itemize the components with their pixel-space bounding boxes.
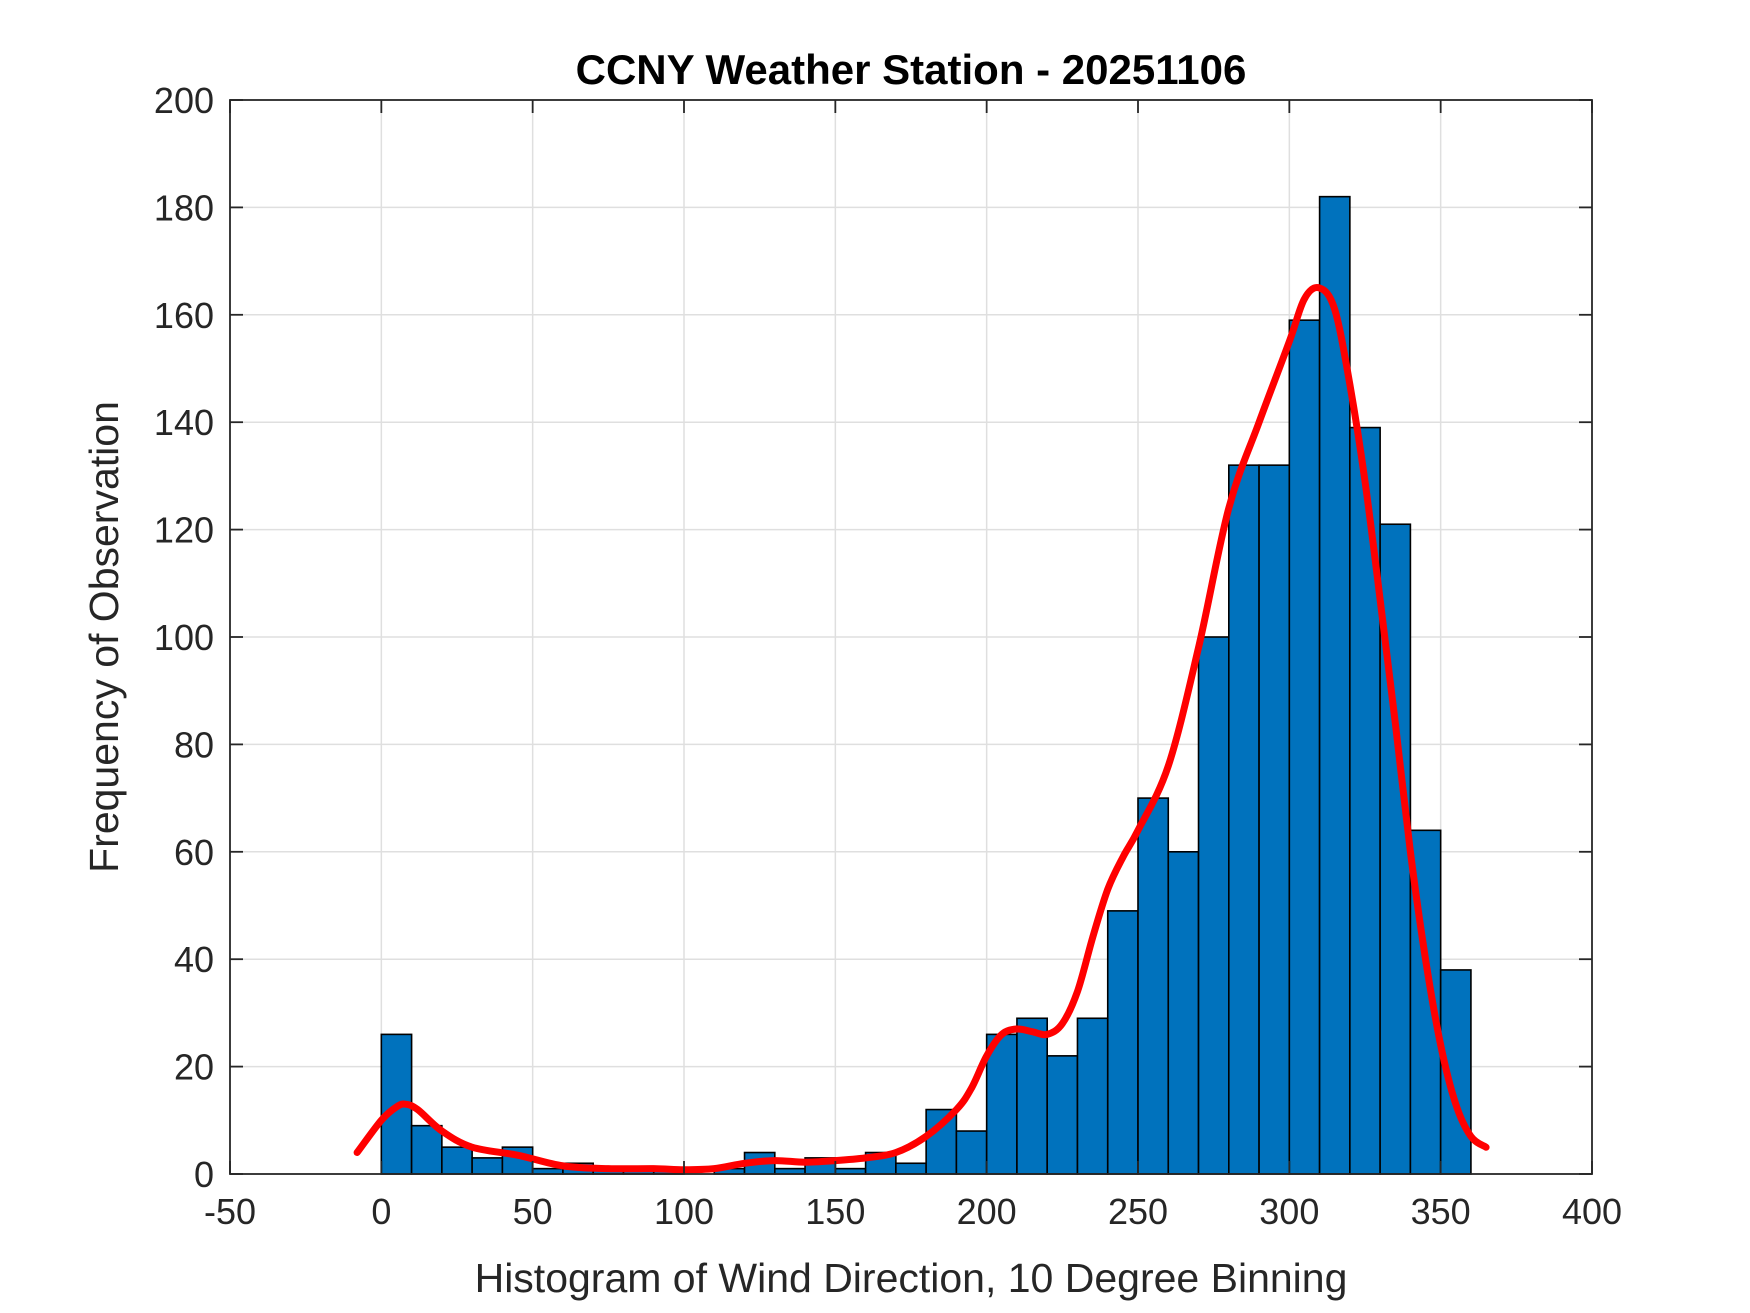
x-tick-label: -50 <box>204 1191 256 1232</box>
histogram-bar <box>1258 464 1291 1175</box>
y-tick-label: 140 <box>154 402 214 443</box>
x-tick-label: 100 <box>654 1191 714 1232</box>
y-tick-label: 120 <box>154 510 214 551</box>
histogram-bar <box>1197 636 1230 1175</box>
y-tick-label: 100 <box>154 617 214 658</box>
x-tick-label: 400 <box>1562 1191 1622 1232</box>
x-tick-label: 0 <box>371 1191 391 1232</box>
y-tick-label: 180 <box>154 187 214 228</box>
y-tick-label: 160 <box>154 295 214 336</box>
x-tick-label: 50 <box>513 1191 553 1232</box>
y-tick-label: 60 <box>174 832 214 873</box>
x-tick-label: 200 <box>957 1191 1017 1232</box>
y-tick-label: 80 <box>174 724 214 765</box>
x-tick-label: 150 <box>805 1191 865 1232</box>
y-axis-label: Frequency of Observation <box>81 401 127 873</box>
histogram-bar <box>1288 319 1321 1175</box>
x-tick-label: 250 <box>1108 1191 1168 1232</box>
density-curve-layer <box>353 284 1490 1174</box>
histogram-bar <box>410 1124 443 1175</box>
chart-title: CCNY Weather Station - 20251106 <box>576 46 1247 93</box>
axis-ticks: -50 0 50 100 150 200 250 300 350 4000204060801001… <box>154 80 1622 1232</box>
histogram-bar <box>955 1130 988 1175</box>
histogram-bar <box>1228 464 1260 1175</box>
x-tick-label: 350 <box>1411 1191 1471 1232</box>
histogram-bar <box>1076 1017 1109 1175</box>
histogram-bar <box>1046 1055 1079 1175</box>
histogram-bar <box>1016 1017 1049 1175</box>
histogram-bar <box>1167 850 1200 1175</box>
y-tick-label: 40 <box>174 939 214 980</box>
histogram-bar <box>985 1033 1018 1175</box>
y-tick-label: 200 <box>154 80 214 121</box>
y-tick-label: 0 <box>194 1154 214 1195</box>
y-tick-label: 20 <box>174 1047 214 1088</box>
x-axis-label: Histogram of Wind Direction, 10 Degree B… <box>475 1255 1348 1301</box>
histogram-bar <box>925 1108 958 1175</box>
histogram-bar <box>895 1162 927 1175</box>
histogram-bar <box>1137 797 1170 1175</box>
density-curve <box>353 284 1490 1174</box>
histogram-bar <box>471 1157 504 1175</box>
x-tick-label: 300 <box>1259 1191 1319 1232</box>
histogram-bar <box>1106 910 1139 1175</box>
histogram-bar <box>441 1146 473 1175</box>
